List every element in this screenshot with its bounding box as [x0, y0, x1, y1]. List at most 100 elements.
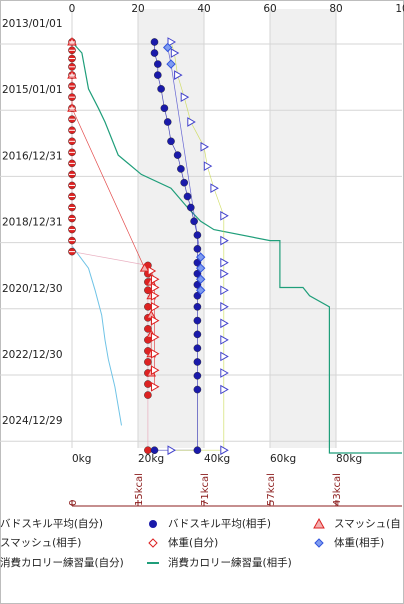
- data-point: [150, 446, 159, 455]
- y-tick-label: 2020/12/30: [2, 283, 63, 295]
- data-point: [220, 351, 229, 362]
- x-tick-top-label: 60: [263, 3, 276, 15]
- legend-label-calorie-self: 消費カロリー練習量(自分): [0, 557, 124, 569]
- x-tick-bottom-label: 80kg: [336, 453, 362, 465]
- x-tick-bottom-label: 0kg: [72, 453, 91, 465]
- data-point: [190, 217, 198, 226]
- legend-label-calorie-opponent: 消費カロリー練習量(相手): [168, 557, 292, 569]
- legend-label-smash-self: スマッシュ(自: [334, 518, 401, 530]
- data-point: [220, 285, 229, 296]
- data-point: [150, 38, 159, 46]
- y-tick-label: 2024/12/29: [2, 415, 63, 427]
- data-point: [144, 446, 152, 455]
- data-point: [193, 371, 202, 380]
- legend-label-skill-opponent: バドスキル平均(相手): [168, 518, 272, 530]
- data-point: [150, 49, 159, 57]
- data-point: [160, 104, 169, 112]
- data-point: [163, 118, 172, 126]
- data-point: [153, 71, 162, 79]
- x-tick-top-label: 80: [329, 3, 342, 15]
- data-point: [144, 391, 152, 399]
- x-tick-bottom-label: 40kg: [204, 453, 230, 465]
- data-point: [167, 37, 177, 47]
- data-point: [200, 141, 210, 152]
- data-point: [220, 445, 229, 456]
- data-point: [167, 137, 175, 146]
- calorie-tick-label: 43kcal: [332, 473, 343, 506]
- data-point: [183, 192, 192, 201]
- x-tick-bottom-label: 60kg: [270, 453, 296, 465]
- legend-circle-icon: [149, 520, 157, 528]
- calorie-tick-label: 0: [68, 500, 79, 506]
- y-tick-label: 2013/01/01: [2, 18, 63, 30]
- data-point: [220, 301, 229, 312]
- data-point: [170, 48, 180, 58]
- legend-label-skill-self: バドスキル平均(自分): [0, 518, 104, 530]
- calorie-opponent-line: [71, 41, 402, 454]
- data-point: [203, 161, 213, 171]
- data-point: [151, 315, 160, 326]
- data-point: [220, 257, 229, 268]
- data-point: [193, 344, 202, 352]
- y-tick-label: 2022/12/30: [2, 349, 63, 361]
- data-point: [195, 263, 206, 273]
- data-point: [144, 325, 152, 333]
- data-point: [173, 151, 182, 159]
- data-point: [193, 330, 202, 339]
- data-point: [151, 381, 160, 392]
- data-point: [220, 318, 229, 329]
- data-point: [220, 268, 229, 279]
- legend-label-smash-opponent: スマッシュ(相手): [0, 537, 82, 549]
- legend-hollow-diamond-icon: [148, 538, 158, 548]
- data-point: [195, 274, 206, 284]
- data-point: [193, 358, 202, 366]
- data-point: [151, 274, 160, 285]
- data-point: [151, 365, 160, 376]
- x-tick-top-label: 10: [395, 3, 404, 15]
- data-point: [147, 266, 157, 276]
- series-connector-0: [71, 42, 149, 451]
- data-point: [220, 335, 229, 345]
- data-point: [151, 301, 160, 312]
- shaded-band-1: [270, 9, 336, 448]
- calorie-tick-label: 15kcal: [134, 473, 145, 506]
- data-point: [157, 85, 165, 93]
- data-point: [139, 263, 150, 272]
- calorie-self-line: [71, 245, 122, 426]
- legend-diamond-icon: [314, 538, 324, 548]
- data-point: [144, 380, 152, 388]
- legend-label-weight-self: 体重(自分): [168, 537, 219, 549]
- data-point: [151, 348, 160, 359]
- y-tick-label: 2016/12/31: [2, 150, 63, 162]
- data-point: [193, 280, 202, 289]
- data-point: [193, 269, 202, 278]
- data-point: [195, 252, 206, 262]
- data-point: [180, 178, 188, 187]
- data-point: [180, 92, 190, 103]
- data-point: [193, 385, 202, 394]
- data-point: [144, 358, 152, 366]
- data-point: [210, 183, 219, 194]
- x-tick-top-label: 40: [197, 3, 210, 15]
- data-point: [220, 235, 229, 246]
- data-point: [220, 368, 229, 378]
- data-point: [193, 302, 202, 311]
- calorie-tick-label: 71kcal: [200, 473, 211, 506]
- data-point: [220, 210, 229, 221]
- data-point: [162, 42, 173, 53]
- data-point: [193, 231, 202, 239]
- data-point: [144, 302, 152, 311]
- data-point: [193, 316, 202, 325]
- legend-label-weight-opponent: 体重(相手): [334, 537, 385, 549]
- data-point: [174, 70, 183, 80]
- data-point: [166, 59, 176, 69]
- data-point: [193, 446, 202, 455]
- y-tick-label: 2015/01/01: [2, 84, 63, 96]
- data-point: [151, 282, 160, 293]
- data-point: [151, 332, 160, 343]
- x-tick-top-label: 20: [131, 3, 144, 15]
- data-point: [193, 258, 202, 267]
- data-point: [186, 203, 195, 212]
- chart-plot: 2013/01/01 2015/01/01 2016/12/31 2018/12/31…: [0, 3, 404, 507]
- data-point: [195, 285, 206, 295]
